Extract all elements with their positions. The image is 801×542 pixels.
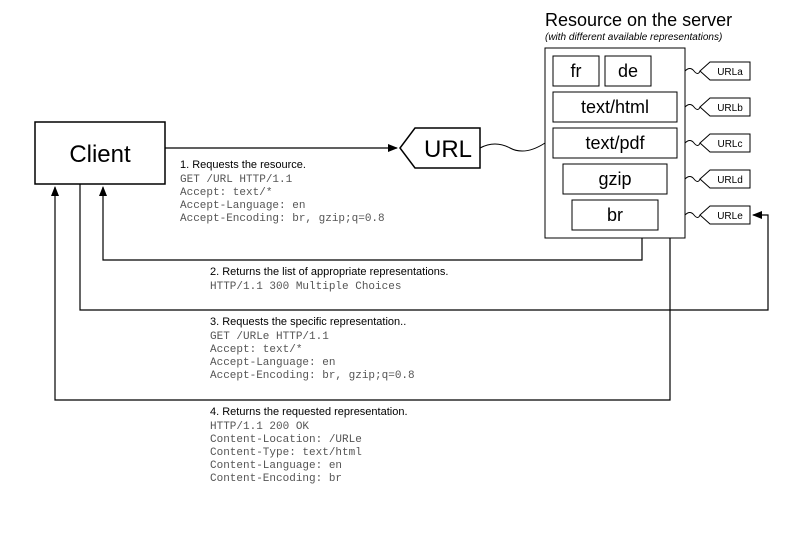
squiggle-url-server [480,143,545,151]
url-c-label: URLc [717,139,742,150]
diagram: Client URL Resource on the server (with … [0,0,801,542]
url-tag-b: URLb [685,98,750,116]
step1-l4: Accept-Encoding: br, gzip;q=0.8 [180,213,385,225]
server-title: Resource on the server [545,10,732,30]
rep-fr-label: fr [571,61,582,81]
rep-br-label: br [607,205,623,225]
url-d-label: URLd [717,175,743,186]
step1-l3: Accept-Language: en [180,200,305,212]
step4-l4: Content-Language: en [210,460,342,472]
step3-l4: Accept-Encoding: br, gzip;q=0.8 [210,370,415,382]
url-a-label: URLa [717,67,743,78]
step3-l1: GET /URLe HTTP/1.1 [210,331,329,343]
step3-l2: Accept: text/* [210,344,302,356]
step4-l5: Content-Encoding: br [210,473,342,485]
step1-l2: Accept: text/* [180,187,272,199]
step3-title: 3. Requests the specific representation.… [210,316,406,328]
rep-de-label: de [618,61,638,81]
rep-texthtml-label: text/html [581,97,649,117]
url-tag-a: URLa [685,62,750,80]
rep-textpdf-label: text/pdf [585,133,645,153]
step4-l1: HTTP/1.1 200 OK [210,421,309,433]
url-tag-e: URLe [685,206,750,224]
step1-title: 1. Requests the resource. [180,159,306,171]
url-tag-d: URLd [685,170,750,188]
step2-title: 2. Returns the list of appropriate repre… [210,266,448,278]
step4-l3: Content-Type: text/html [210,447,362,459]
url-tag-label: URL [424,136,472,163]
step4-title: 4. Returns the requested representation. [210,406,408,418]
url-e-label: URLe [717,211,743,222]
url-b-label: URLb [717,103,743,114]
step3-l3: Accept-Language: en [210,357,335,369]
server-subtitle: (with different available representation… [545,32,722,43]
client-label: Client [69,141,131,168]
step4-l2: Content-Location: /URLe [210,434,362,446]
rep-gzip-label: gzip [598,169,631,189]
step2-l1: HTTP/1.1 300 Multiple Choices [210,281,401,293]
step1-l1: GET /URL HTTP/1.1 [180,174,293,186]
url-tag-c: URLc [685,134,750,152]
